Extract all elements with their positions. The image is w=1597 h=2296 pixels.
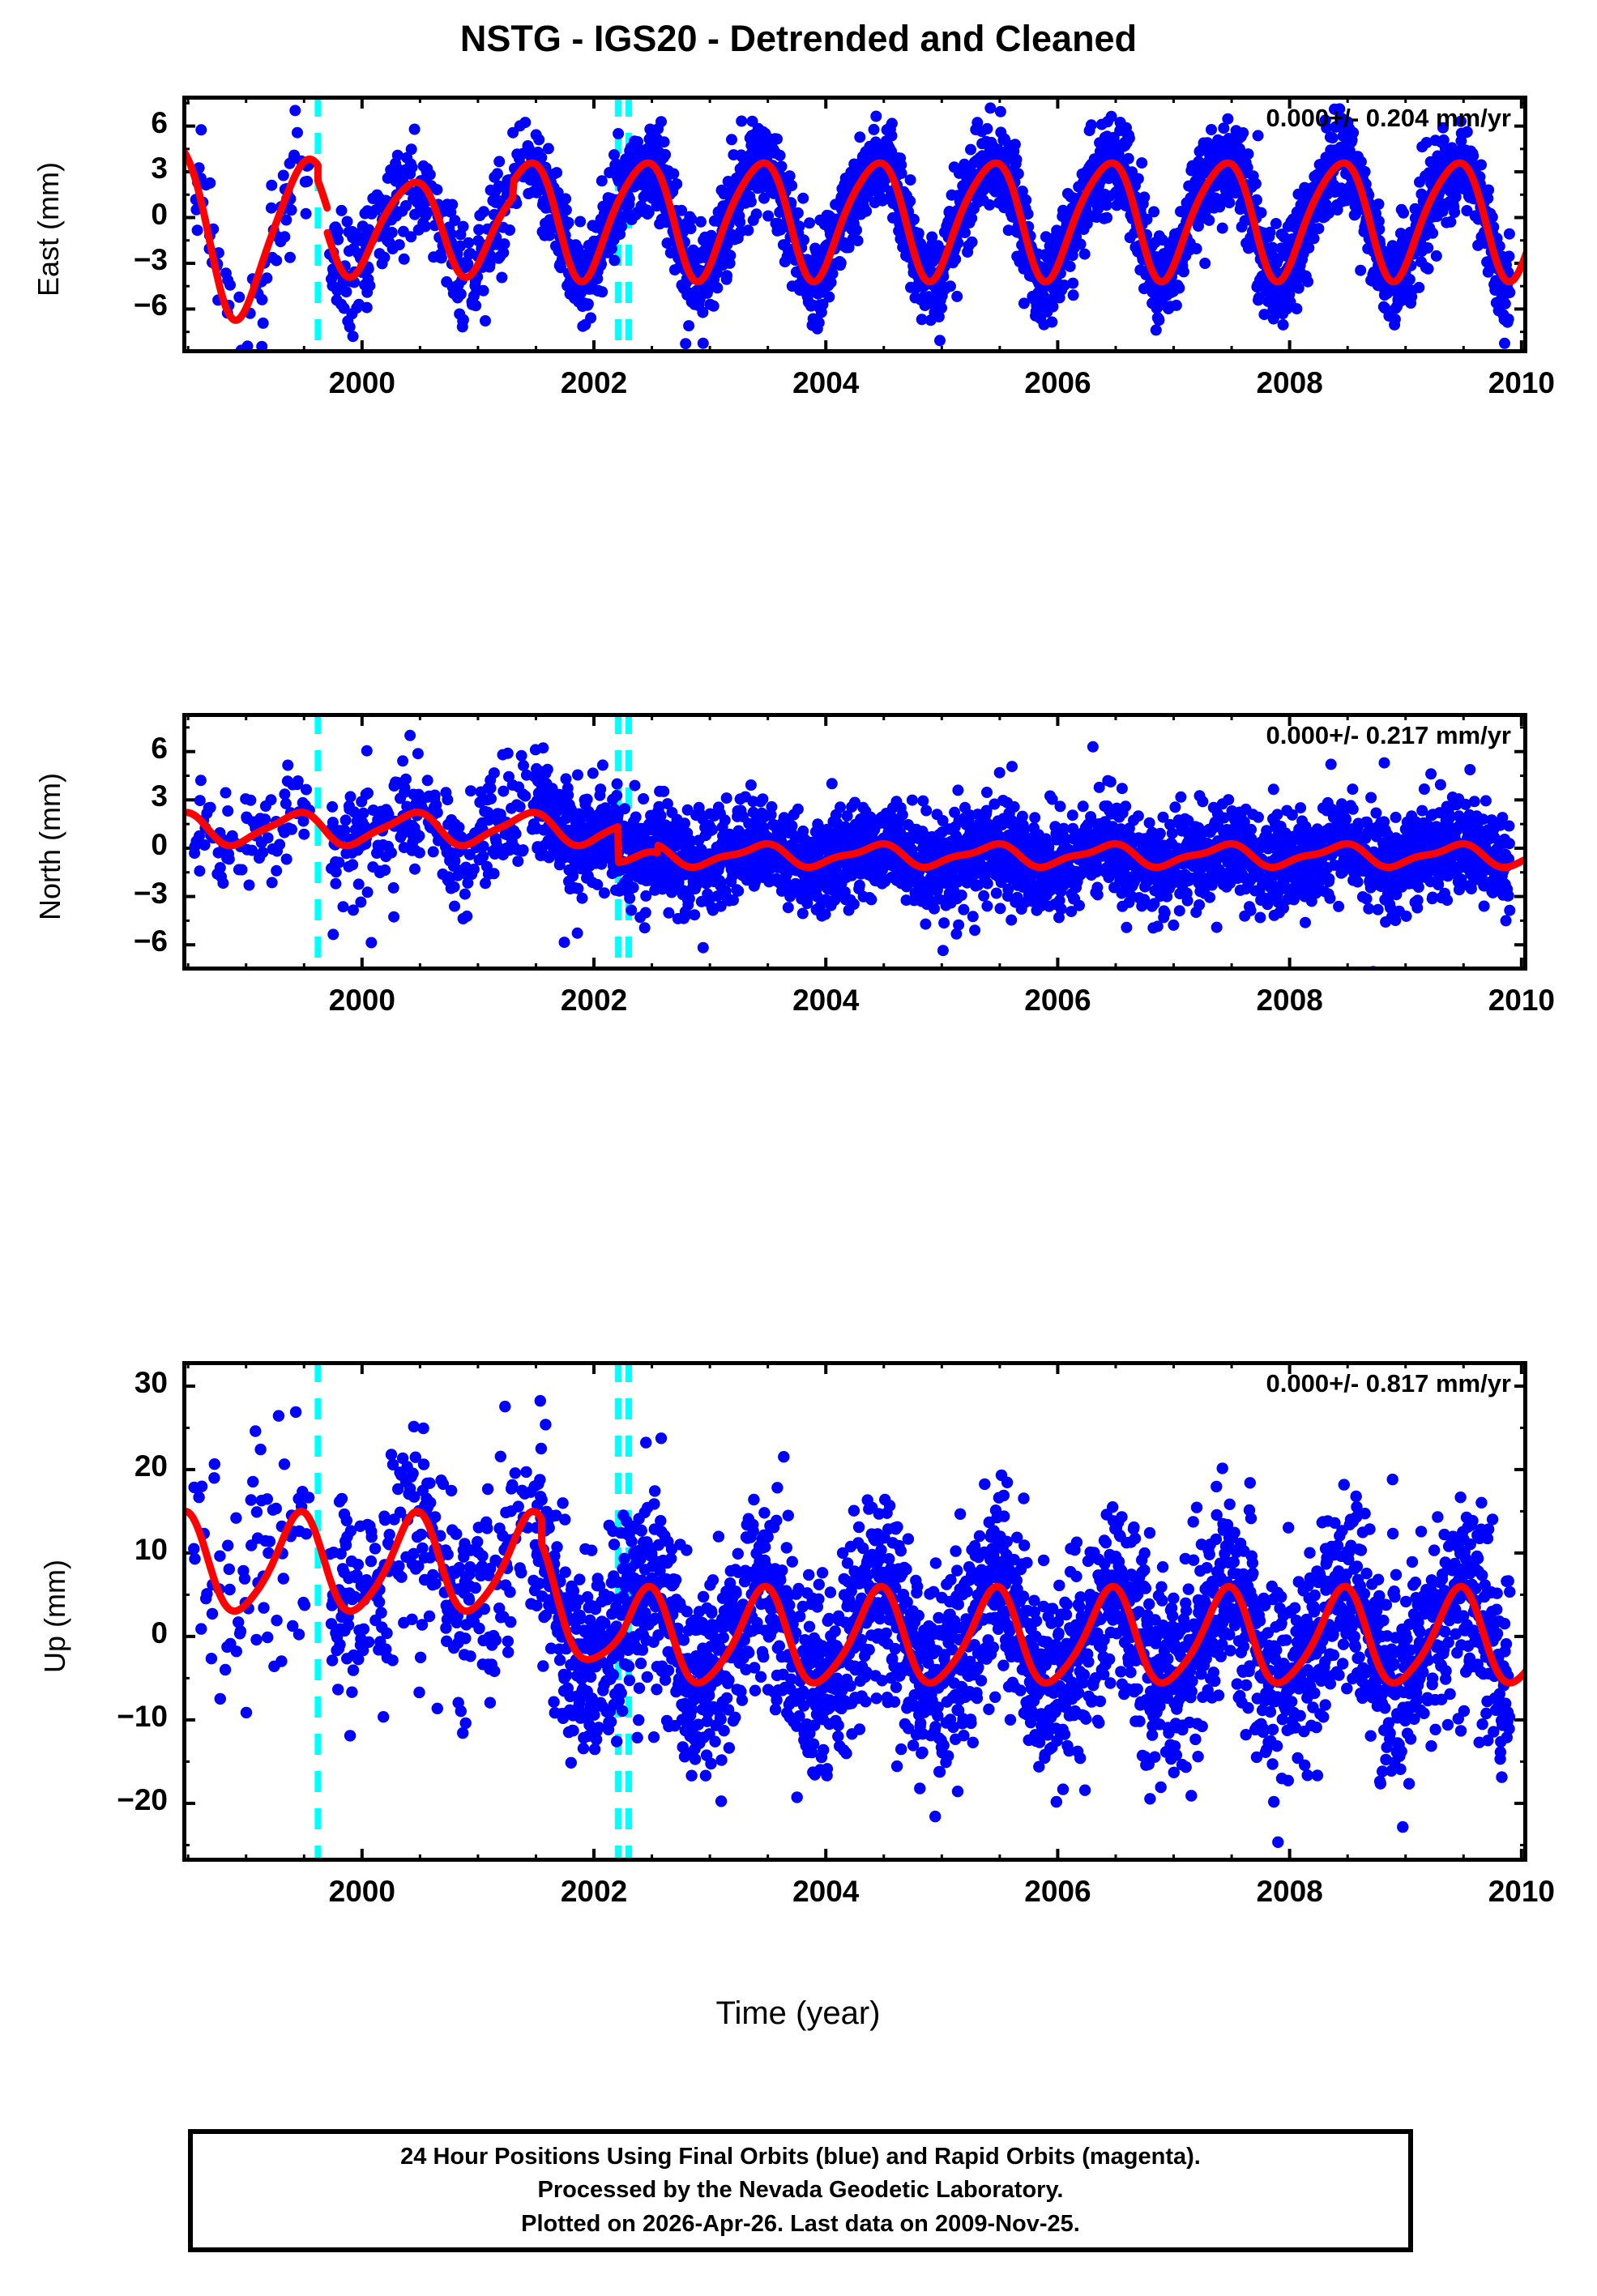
- panel-east-xtick-3: 2006: [1024, 366, 1091, 399]
- panel-up-ytick-2: 10: [134, 1532, 168, 1566]
- model-fit-line: [182, 145, 1527, 324]
- panel-east-rate-label: 0.000+/- 0.204 mm/yr: [1266, 104, 1511, 132]
- panel-east-xtick-5: 2010: [1488, 366, 1555, 399]
- panel-north-xtick-4: 2008: [1256, 984, 1323, 1017]
- panel-north-plot: [182, 713, 1527, 971]
- panel-east-ytick-1: 3: [151, 152, 168, 186]
- page-title: NSTG - IGS20 - Detrended and Cleaned: [459, 18, 1138, 59]
- panel-up-xtick-0: 2000: [328, 1875, 395, 1908]
- panel-east-ytick-2: 0: [151, 197, 168, 231]
- panel-north-xtick-0: 2000: [328, 984, 395, 1017]
- data-points: [189, 729, 1516, 971]
- panel-up-xtick-3: 2006: [1024, 1875, 1091, 1908]
- panel-east-xtick-4: 2008: [1256, 366, 1323, 399]
- panel-north-xtick-3: 2006: [1024, 984, 1091, 1017]
- panel-up-ytick-4: −10: [117, 1699, 168, 1733]
- data-points: [190, 102, 1516, 353]
- panel-north-xtick-2: 2004: [792, 984, 860, 1017]
- footer-note-box: 24 Hour Positions Using Final Orbits (bl…: [188, 2129, 1413, 2252]
- panel-east-plot: [182, 96, 1527, 353]
- panel-east-ytick-4: −6: [133, 288, 168, 322]
- panel-north-ytick-1: 3: [151, 779, 168, 813]
- model-fit-line: [182, 809, 1527, 872]
- panel-north-ytick-0: 6: [151, 731, 168, 765]
- panel-east-xtick-1: 2002: [560, 366, 628, 399]
- data-points: [188, 1394, 1516, 1848]
- panel-up-plot: [182, 1361, 1527, 1862]
- panel-up-ytick-0: 30: [134, 1365, 168, 1399]
- panel-up-rate-label: 0.000+/- 0.817 mm/yr: [1266, 1369, 1511, 1398]
- panel-east-xtick-0: 2000: [328, 366, 395, 399]
- panel-north-ytick-4: −6: [133, 924, 168, 958]
- panel-north-xtick-5: 2010: [1488, 984, 1555, 1017]
- footer-line-2: Processed by the Nevada Geodetic Laborat…: [537, 2177, 1064, 2204]
- panel-up-xtick-4: 2008: [1256, 1875, 1323, 1908]
- panel-east-ytick-0: 6: [151, 105, 168, 139]
- footer-line-3: Plotted on 2026-Apr-26. Last data on 200…: [521, 2210, 1080, 2237]
- panel-up-xtick-5: 2010: [1488, 1875, 1555, 1908]
- panel-north-rate-label: 0.000+/- 0.217 mm/yr: [1266, 721, 1511, 749]
- model-fit-line: [182, 1508, 1527, 1687]
- panel-up-ytick-5: −20: [117, 1782, 168, 1816]
- panel-north-xtick-1: 2002: [560, 984, 628, 1017]
- panel-north-ytick-2: 0: [151, 827, 168, 861]
- equipment-change-lines: [314, 1361, 632, 1862]
- xaxis-title: Time (year): [715, 1995, 881, 2031]
- panel-east-xtick-2: 2004: [792, 366, 860, 399]
- panel-north-ytick-3: −3: [133, 876, 168, 910]
- panel-up-ytick-1: 20: [134, 1449, 168, 1483]
- panel-up-xtick-2: 2004: [792, 1875, 860, 1908]
- panel-up-ytick-3: 0: [151, 1615, 168, 1649]
- panel-up-xtick-1: 2002: [560, 1875, 628, 1908]
- footer-line-1: 24 Hour Positions Using Final Orbits (bl…: [400, 2144, 1201, 2170]
- panel-east-ytick-3: −3: [133, 242, 168, 276]
